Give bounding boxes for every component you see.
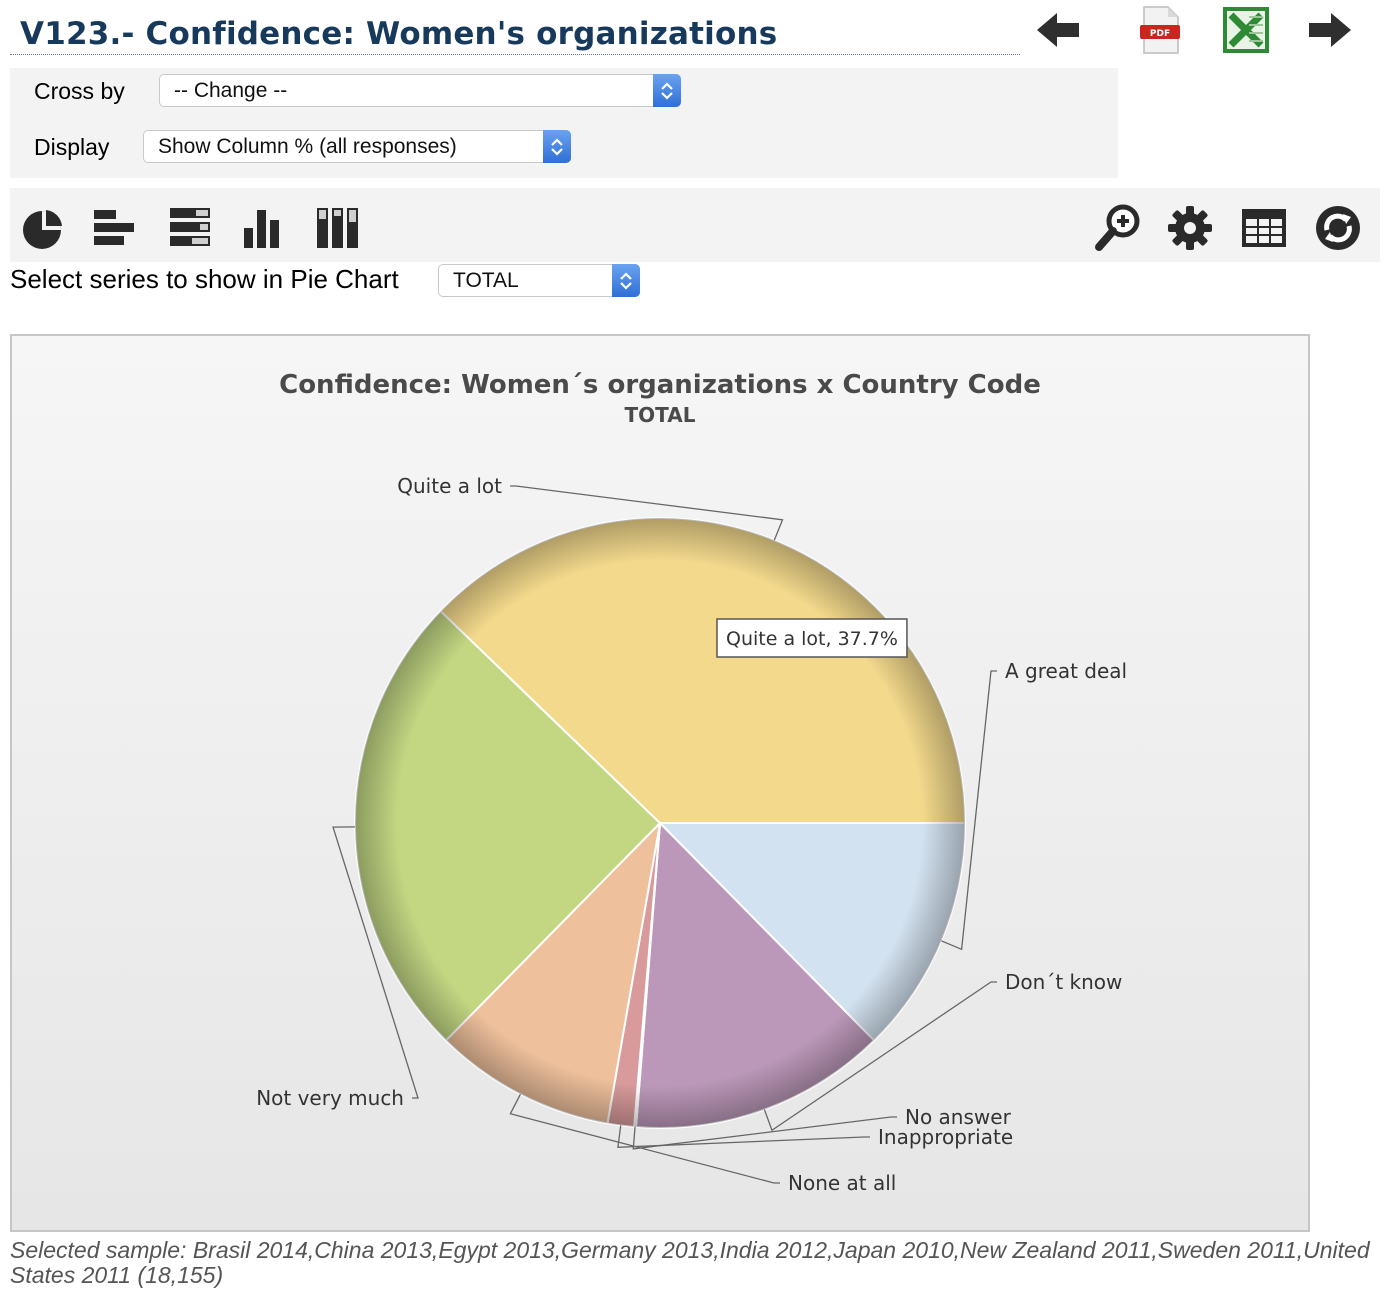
pie-chart-icon[interactable] — [16, 202, 68, 254]
stacked-column-icon[interactable] — [312, 202, 364, 254]
sample-line-2: States 2011 (18,155) — [10, 1262, 224, 1288]
chart-subtitle: TOTAL — [625, 403, 696, 427]
sample-line-1: Selected sample: Brasil 2014,China 2013,… — [10, 1237, 1370, 1263]
connector-none-at-all — [509, 1093, 780, 1184]
pdf-icon[interactable]: PDF — [1132, 4, 1188, 56]
display-label: Display — [34, 134, 110, 160]
zoom-icon[interactable] — [1092, 202, 1144, 254]
connector-don-t-know — [763, 981, 997, 1132]
slice-label-inappropriate: Inappropriate — [878, 1125, 1013, 1149]
pie-chart: Confidence: Women´s organizations x Coun… — [256, 370, 1127, 1195]
connector-inappropriate — [617, 1125, 870, 1148]
bar-chart-icon[interactable] — [88, 202, 140, 254]
display-select[interactable]: Show Column % (all responses) — [143, 130, 571, 163]
chevron-updown-icon — [612, 264, 640, 297]
forward-arrow-icon[interactable] — [1302, 4, 1358, 56]
connector-a-great-deal — [941, 670, 997, 951]
page-title: V123.- Confidence: Women's organizations — [20, 16, 778, 52]
cross-by-select[interactable]: -- Change -- — [159, 74, 681, 107]
chevron-updown-icon — [653, 74, 681, 107]
top-actions: PDF — [1030, 4, 1390, 60]
gear-icon[interactable] — [1164, 202, 1216, 254]
pdf-icon-text: PDF — [1150, 29, 1170, 39]
chart-toolbar — [10, 188, 1380, 262]
refresh-icon[interactable] — [1312, 202, 1364, 254]
controls-panel: Cross by -- Change -- Display Show Colum… — [10, 68, 1118, 178]
title-bar: V123.- Confidence: Women's organizations — [10, 14, 1020, 55]
display-value: Show Column % (all responses) — [158, 135, 457, 158]
tooltip-text: Quite a lot, 37.7% — [726, 628, 898, 650]
pie-chart-container: Confidence: Women´s organizations x Coun… — [10, 334, 1310, 1232]
connector-not-very-much — [332, 826, 419, 1099]
excel-icon[interactable] — [1218, 4, 1274, 56]
pie-series-select[interactable]: TOTAL — [438, 264, 640, 297]
slice-label-quite-a-lot: Quite a lot — [397, 474, 502, 498]
chart-title: Confidence: Women´s organizations x Coun… — [279, 370, 1041, 400]
pie-series-value: TOTAL — [453, 269, 519, 292]
cross-by-value: -- Change -- — [174, 79, 288, 102]
slice-label-a-great-deal: A great deal — [1005, 659, 1127, 683]
slice-label-don-t-know: Don´t know — [1005, 970, 1122, 994]
back-arrow-icon[interactable] — [1030, 4, 1086, 56]
connector-no-answer — [632, 1116, 897, 1150]
pie-series-label: Select series to show in Pie Chart — [10, 264, 399, 294]
connector-quite-a-lot — [510, 485, 784, 541]
slice-label-not-very-much: Not very much — [256, 1086, 404, 1110]
sample-description: Selected sample: Brasil 2014,China 2013,… — [10, 1238, 1390, 1288]
chart-tooltip: Quite a lot, 37.7% — [716, 618, 908, 658]
stacked-bar-icon[interactable] — [164, 202, 216, 254]
cross-by-label: Cross by — [34, 78, 125, 104]
column-chart-icon[interactable] — [238, 202, 290, 254]
chevron-updown-icon — [543, 130, 571, 163]
slice-label-no-answer: No answer — [905, 1105, 1012, 1129]
slice-label-none-at-all: None at all — [788, 1171, 896, 1195]
table-icon[interactable] — [1238, 202, 1290, 254]
